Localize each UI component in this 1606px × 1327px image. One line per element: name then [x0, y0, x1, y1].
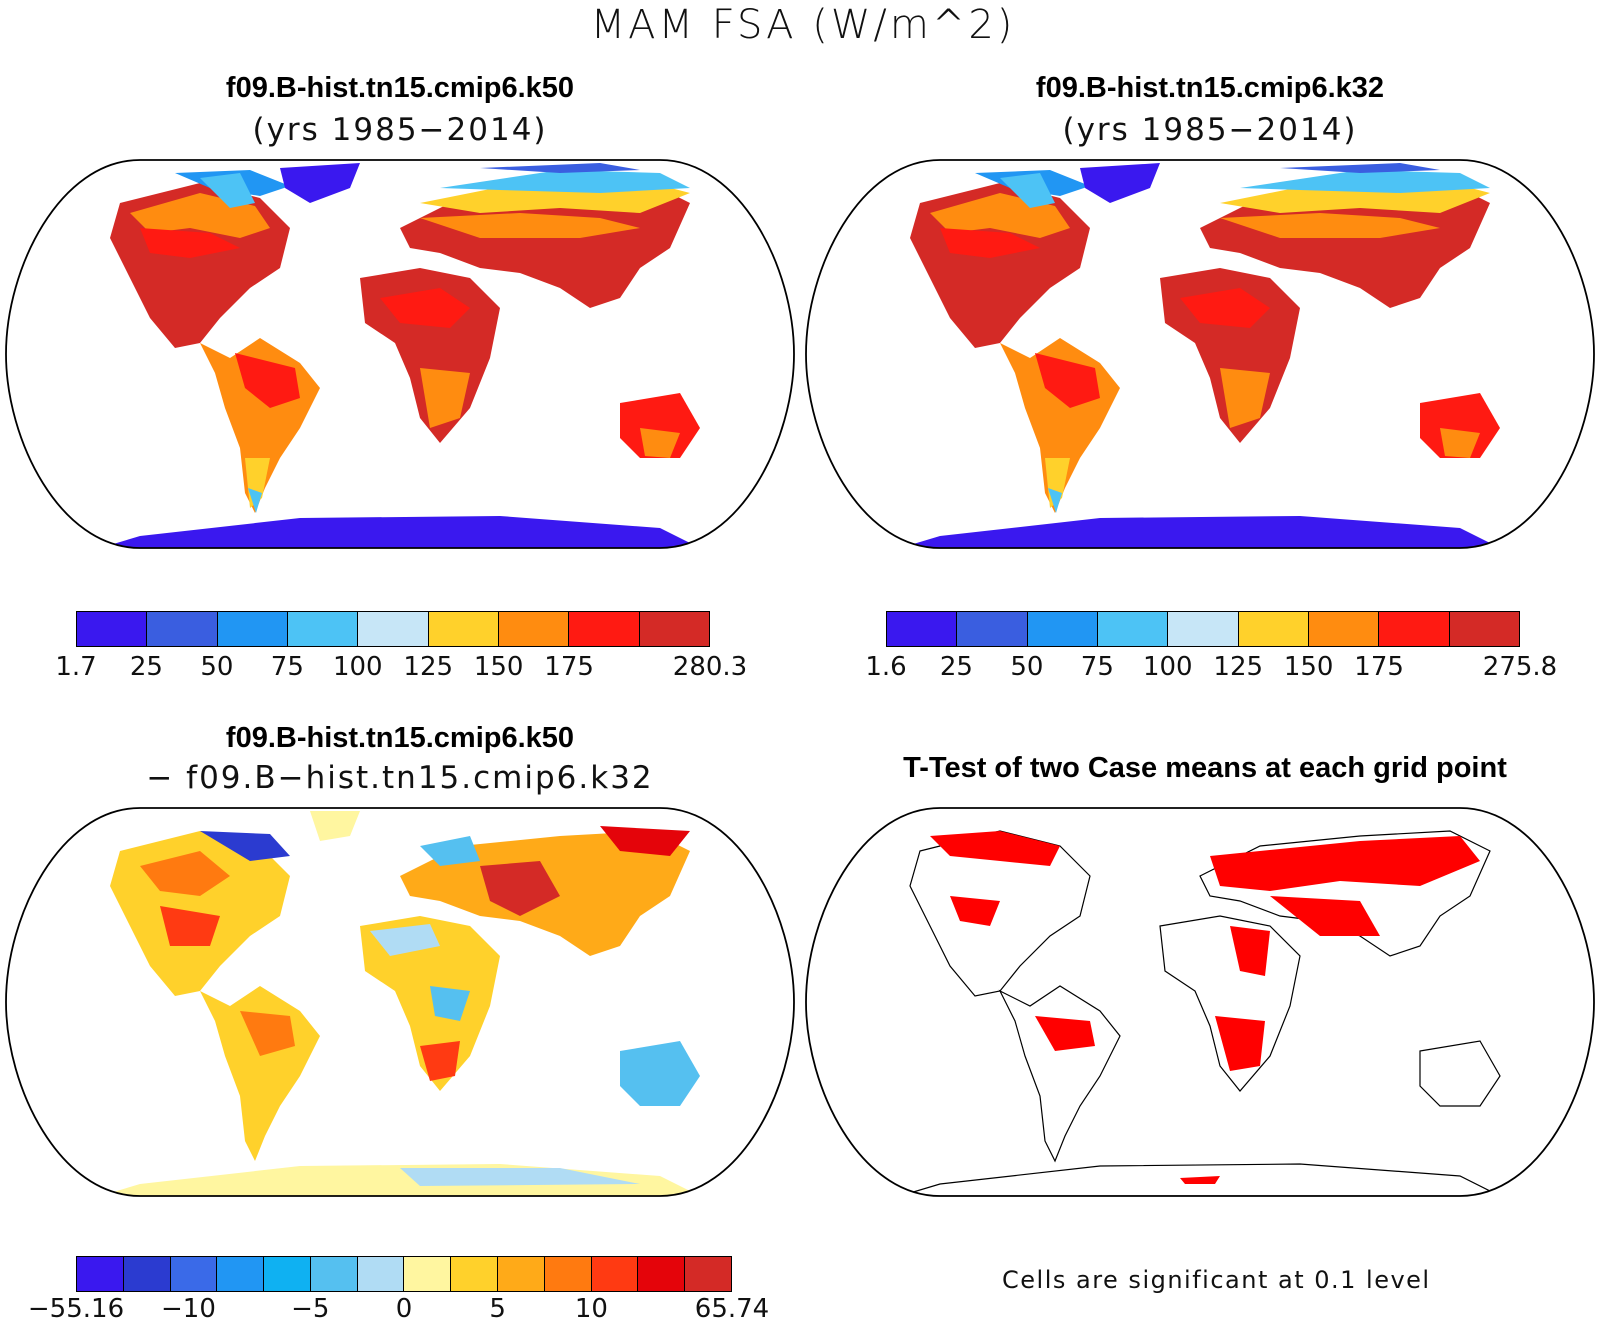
colorbar-swatch — [957, 612, 1028, 646]
significant-region — [950, 896, 1000, 926]
colorbar-tick-label: 25 — [129, 652, 163, 682]
colorbar-swatch — [217, 1257, 265, 1291]
map-difference — [0, 806, 800, 1211]
colorbar-swatch — [451, 1257, 499, 1291]
colorbar-swatch — [569, 612, 640, 646]
colorbar-swatch — [591, 1257, 639, 1291]
colorbar-tick-label: 275.8 — [1482, 652, 1558, 682]
colorbar-tick-label: 10 — [574, 1294, 608, 1324]
map-k50 — [0, 158, 800, 563]
significance-map — [899, 830, 1501, 1196]
colorbar-tick-label: 25 — [939, 652, 973, 682]
colorbar-swatch — [1027, 612, 1098, 646]
panel-subtitle-k50: (yrs 1985−2014) — [252, 112, 548, 148]
colorbar-k50 — [76, 611, 710, 647]
colorbar-tick-label: 0 — [395, 1294, 413, 1324]
colorbar-k32 — [886, 611, 1520, 647]
colorbar-tick-label: −55.16 — [27, 1294, 125, 1324]
colorbar-tick-label: 175 — [1354, 652, 1404, 682]
colorbar-swatch — [310, 1257, 358, 1291]
land-fill-diff — [100, 811, 700, 1196]
colorbar-tick-label: 65.74 — [694, 1294, 770, 1324]
colorbar-swatch — [147, 612, 218, 646]
colorbar-tick-label: 150 — [473, 652, 524, 682]
colorbar-tick-label: 280.3 — [672, 652, 748, 682]
colorbar-tick-label: 75 — [1080, 652, 1114, 682]
colorbar-swatch — [638, 1257, 686, 1291]
colorbar-swatch — [77, 612, 148, 646]
colorbar-swatch — [170, 1257, 218, 1291]
colorbar-swatch — [498, 612, 570, 646]
colorbar-swatch — [685, 1257, 731, 1291]
colorbar-tick-label: 1.6 — [865, 652, 907, 682]
significant-region — [930, 831, 1060, 866]
figure-title: MAM FSA (W/m^2) — [590, 2, 1016, 48]
map-k32 — [800, 158, 1600, 563]
colorbar-swatch — [357, 1257, 405, 1291]
colorbar-tick-label: 125 — [403, 652, 454, 682]
colorbar-swatch — [1097, 612, 1169, 646]
colorbar-tick-label: −5 — [291, 1294, 330, 1324]
significant-region — [1215, 1016, 1265, 1071]
colorbar-tick-label: 5 — [489, 1294, 506, 1324]
colorbar-tick-label: 100 — [1142, 652, 1193, 682]
significant-region — [1230, 926, 1270, 976]
colorbar-swatch — [264, 1257, 311, 1291]
colorbar-swatch — [1238, 612, 1309, 646]
significant-region — [1210, 836, 1480, 891]
colorbar-swatch — [428, 612, 499, 646]
panel-subtitle-diff: − f09.B−hist.tn15.cmip6.k32 — [146, 760, 654, 796]
panel-title-k32: f09.B-hist.tn15.cmip6.k32 — [1035, 72, 1385, 104]
panel-title-ttest: T-Test of two Case means at each grid po… — [903, 752, 1507, 784]
colorbar-swatch — [123, 1257, 171, 1291]
land-fill-k50 — [100, 163, 700, 548]
panel-subtitle-k32: (yrs 1985−2014) — [1062, 112, 1358, 148]
land-fill-k32 — [900, 163, 1500, 548]
colorbar-tick-label: 75 — [270, 652, 304, 682]
significant-region — [1270, 896, 1380, 936]
colorbar-tick-label: 50 — [200, 652, 234, 682]
colorbar-swatch — [544, 1257, 592, 1291]
significance-note: Cells are significant at 0.1 level — [1002, 1266, 1431, 1294]
colorbar-swatch — [217, 612, 288, 646]
colorbar-swatch — [1308, 612, 1380, 646]
colorbar-tick-label: −10 — [161, 1294, 216, 1324]
colorbar-difference — [76, 1256, 732, 1292]
colorbar-tick-label: 175 — [544, 652, 594, 682]
colorbar-swatch — [1379, 612, 1450, 646]
colorbar-swatch — [77, 1257, 124, 1291]
colorbar-swatch — [639, 612, 709, 646]
colorbar-swatch — [1449, 612, 1519, 646]
colorbar-tick-label: 1.7 — [55, 652, 97, 682]
colorbar-swatch — [498, 1257, 545, 1291]
colorbar-tick-label: 100 — [332, 652, 383, 682]
colorbar-swatch — [1168, 612, 1239, 646]
colorbar-swatch — [358, 612, 429, 646]
significant-region — [1035, 1016, 1095, 1051]
panel-title-diff: f09.B-hist.tn15.cmip6.k50 — [225, 722, 575, 754]
panel-title-k50: f09.B-hist.tn15.cmip6.k50 — [225, 72, 575, 104]
colorbar-swatch — [887, 612, 958, 646]
significant-region — [1180, 1176, 1220, 1184]
colorbar-tick-label: 125 — [1213, 652, 1264, 682]
map-ttest — [800, 806, 1600, 1211]
colorbar-tick-label: 50 — [1010, 652, 1044, 682]
colorbar-swatch — [287, 612, 359, 646]
colorbar-swatch — [404, 1257, 452, 1291]
colorbar-tick-label: 150 — [1283, 652, 1334, 682]
